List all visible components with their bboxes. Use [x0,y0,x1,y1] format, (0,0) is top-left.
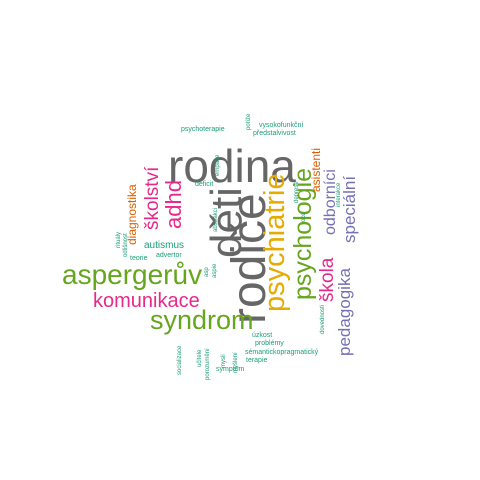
word-teorie: teorie [130,255,148,262]
word-porozumeni: porozumění [205,348,211,380]
word-socializace: socializace [177,345,183,375]
word-mysli: mysli [221,354,227,368]
word-specialni: speciální [340,176,359,243]
word-psychoterapie: psychoterapie [181,126,225,133]
word-dovednosti: dovednosti [320,305,326,334]
word-deti: děti [202,187,251,258]
word-terapie: terapie [246,357,268,364]
word-odbornici: odborníci [322,169,339,235]
word-pedagogika: pedagogika [335,268,354,356]
word-advertor: advertor [156,252,182,259]
word-symptom: symptom [216,366,245,373]
word-skola: škola [317,257,338,302]
word-mysleni: myšlení [233,352,239,373]
word-problemy: problémy [255,340,284,347]
word-interakce: interakce [336,182,342,207]
word-uzkost: úzkost [252,332,272,339]
word-deficit: deficit [195,181,213,188]
word-psychiatrie: psychiatrie [259,173,291,312]
word-autismus: autismus [144,240,184,251]
word-rodice: rodiče [223,193,276,324]
word-rodina: rodina [168,140,296,192]
word-semantickopragmaticky: sémantickopragmatický [245,349,319,356]
word-ucitele: učitele [197,349,203,367]
word-potize: potíže [246,113,252,130]
word-psychologie: psychologie [289,168,317,300]
word-komunikace: komunikace [93,290,200,312]
word-aspergeruv: aspergerův [62,259,202,290]
word-vysokofunkcni: vysokofunkční [259,122,303,129]
word-diagnostika: diagnostika [125,184,139,245]
word-abstrakci: abstrakci [213,208,219,232]
word-deprese: deprese [294,181,300,203]
word-aspie: aspie [212,263,218,278]
word-syndrom: syndrom [150,305,254,335]
word-skolstvi: školství [142,166,163,230]
word-predstavivost: předstalvivost [253,130,296,137]
word-asistenti: asistenti [309,148,323,192]
word-adhd: adhd [161,180,186,229]
word-ritualy: rituály [116,232,122,248]
word-empatie: empatie [215,154,221,176]
word-asp: asp [204,267,210,277]
word-ocd: ocd [301,212,307,222]
word-odlisnost: odlišnost [123,233,129,257]
